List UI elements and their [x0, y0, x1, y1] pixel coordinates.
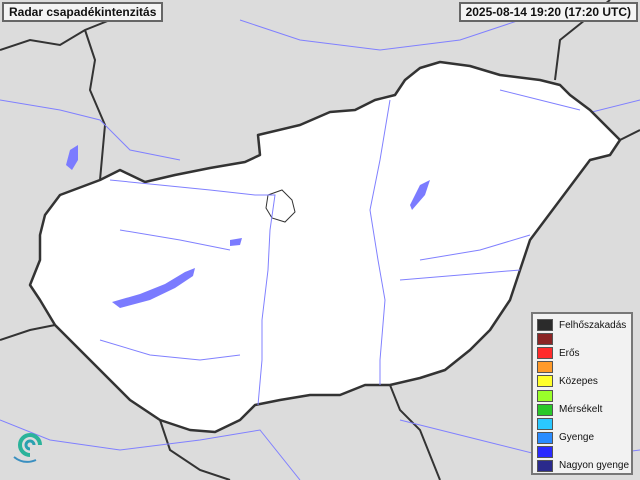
legend-label: Mérsékelt [559, 404, 603, 416]
lake-tisza [410, 180, 430, 210]
legend-swatch [537, 319, 553, 332]
legend-swatch [537, 375, 553, 388]
legend-item: Nagyon gyenge [537, 459, 630, 473]
lake-balaton [112, 268, 195, 308]
legend-swatch [537, 389, 553, 402]
map-title: Radar csapadékintenzitás [2, 2, 164, 22]
hungary-land [28, 60, 622, 434]
budapest-outline [265, 189, 296, 223]
legend-swatch [537, 417, 553, 430]
legend-label: Gyenge [559, 432, 595, 444]
legend-label: Közepes [559, 375, 598, 387]
lake-velence [230, 238, 242, 246]
legend-swatch [537, 431, 553, 444]
timestamp: 2025-08-14 19:20 (17:20 UTC) [458, 2, 638, 22]
swirl-logo-icon [13, 433, 42, 463]
legend-item: Mérsékelt [537, 403, 627, 417]
legend-item: Erős [537, 346, 627, 360]
legend-item: Felhőszakadás [537, 318, 627, 332]
rivers [99, 89, 581, 406]
legend-swatch [537, 361, 553, 374]
legend-item: Gyenge [537, 431, 627, 445]
legend-item [537, 417, 627, 431]
legend-swatch [537, 347, 553, 360]
legend-label: Nagyon gyenge [559, 460, 630, 472]
legend-swatch [537, 459, 553, 472]
legend-item [537, 445, 627, 459]
legend-swatch [537, 445, 553, 458]
legend-swatch [537, 333, 553, 346]
legend: Felhőszakadás Erős Közepes Mérsékelt Gyenge N… [531, 312, 633, 475]
legend-label: Felhőszakadás [559, 319, 627, 331]
legend-item: Közepes [537, 374, 627, 388]
lakes [66, 145, 430, 308]
legend-label: Erős [559, 347, 580, 359]
legend-item [537, 332, 627, 346]
legend-swatch [537, 403, 553, 416]
lake-neusiedl [66, 145, 78, 170]
legend-item [537, 360, 627, 374]
legend-item [537, 388, 627, 402]
